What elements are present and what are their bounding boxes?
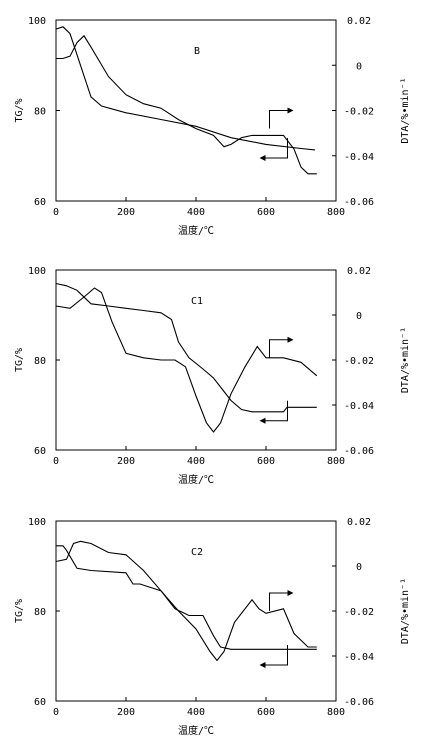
y2-tick-label: 0 xyxy=(356,562,362,573)
y2-tick-label: -0.04 xyxy=(344,152,374,163)
dta-curve xyxy=(56,34,317,175)
y2-tick-label: 0 xyxy=(356,311,362,322)
x-tick-label: 0 xyxy=(53,207,59,218)
y2-tick-label: -0.02 xyxy=(344,107,374,118)
x-axis-label: 温度/℃ xyxy=(178,724,214,737)
y-tick-label: 80 xyxy=(34,607,46,618)
y2-axis-label: DTA/%•min⁻¹ xyxy=(400,578,411,644)
y-tick-label: 100 xyxy=(28,266,46,277)
right-axis-arrow xyxy=(269,336,294,358)
x-tick-label: 600 xyxy=(257,707,275,718)
x-tick-label: 400 xyxy=(187,207,205,218)
x-tick-label: 200 xyxy=(117,456,135,467)
y2-tick-label: 0.02 xyxy=(347,517,371,528)
panel-title: C1 xyxy=(191,296,203,307)
y2-tick-label: -0.06 xyxy=(344,197,374,208)
y-tick-label: 80 xyxy=(34,356,46,367)
x-tick-label: 200 xyxy=(117,207,135,218)
right-axis-arrow xyxy=(269,590,294,611)
y-axis-label: TG/% xyxy=(14,599,25,623)
x-tick-label: 800 xyxy=(327,456,345,467)
y-tick-label: 60 xyxy=(34,446,46,457)
y-tick-label: 60 xyxy=(34,697,46,708)
y-tick-label: 100 xyxy=(28,16,46,27)
y2-tick-label: -0.04 xyxy=(344,401,374,412)
y-tick-label: 100 xyxy=(28,517,46,528)
y-tick-label: 60 xyxy=(34,197,46,208)
y-axis-label: TG/% xyxy=(14,348,25,372)
left-axis-arrow xyxy=(259,400,288,424)
y2-tick-label: 0 xyxy=(356,61,362,72)
x-tick-label: 600 xyxy=(257,456,275,467)
y2-tick-label: -0.04 xyxy=(344,652,374,663)
y2-tick-label: -0.06 xyxy=(344,697,374,708)
chart-panel-1: 0 200 400 600 800 60 80 100 -0.06 -0.04 -0.02 0 0.02… xyxy=(14,16,411,237)
y2-tick-label: 0.02 xyxy=(347,266,371,277)
dta-curve xyxy=(55,287,318,433)
y-axis-label: TG/% xyxy=(14,98,25,122)
x-axis-label: 温度/℃ xyxy=(178,224,214,237)
x-tick-label: 800 xyxy=(327,207,345,218)
tg-curve xyxy=(55,26,316,151)
panel-title: C2 xyxy=(191,547,203,558)
panel-title: B xyxy=(194,46,200,57)
right-axis-arrow xyxy=(269,107,294,129)
chart-panel-2: 0 200 400 600 800 60 80 100 -0.06 -0.04 -0.02 0 0.02… xyxy=(14,266,411,486)
x-tick-label: 0 xyxy=(53,707,59,718)
y2-axis-label: DTA/%•min⁻¹ xyxy=(400,77,411,143)
tg-curve xyxy=(56,545,317,650)
y2-tick-label: -0.02 xyxy=(344,607,374,618)
x-tick-label: 400 xyxy=(187,456,205,467)
y2-tick-label: -0.02 xyxy=(344,356,374,367)
chart-panel-3: 0 200 400 600 800 60 80 100 -0.06 -0.04 -0.02 0 0.02… xyxy=(14,517,411,737)
y-tick-label: 80 xyxy=(34,107,46,118)
left-axis-arrow xyxy=(259,138,288,162)
x-tick-label: 800 xyxy=(327,707,345,718)
x-tick-label: 200 xyxy=(117,707,135,718)
x-tick-label: 400 xyxy=(187,707,205,718)
x-tick-label: 600 xyxy=(257,207,275,218)
y2-tick-label: 0.02 xyxy=(347,16,371,27)
dta-curve xyxy=(55,540,317,662)
x-tick-label: 0 xyxy=(53,456,59,467)
tg-curve xyxy=(55,282,317,413)
y2-tick-label: -0.06 xyxy=(344,446,374,457)
y2-axis-label: DTA/%•min⁻¹ xyxy=(400,327,411,393)
left-axis-arrow xyxy=(259,645,288,668)
x-axis-label: 温度/℃ xyxy=(178,473,214,486)
